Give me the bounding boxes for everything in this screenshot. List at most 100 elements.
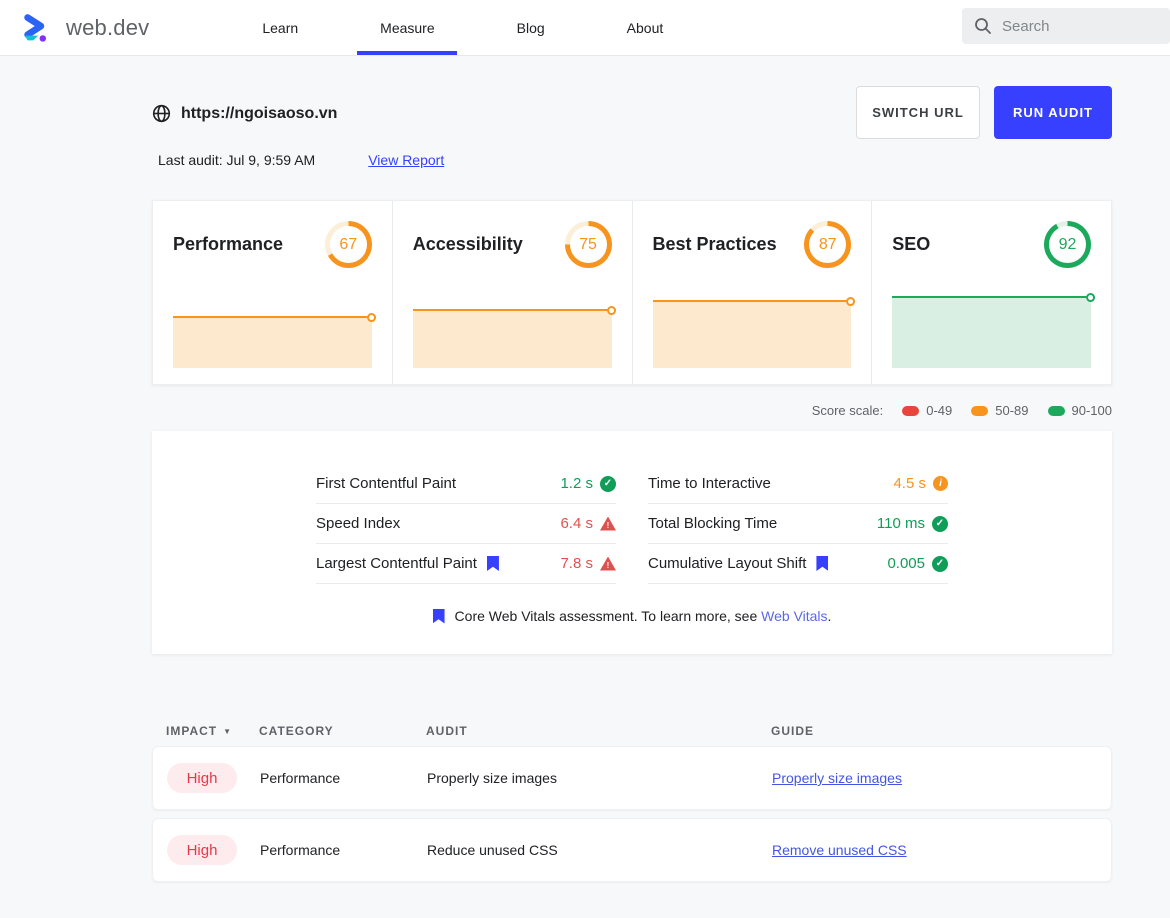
last-audit-text: Last audit: Jul 9, 9:59 AM	[158, 152, 316, 168]
nav-item-measure[interactable]: Measure	[339, 0, 475, 55]
score-value: 75	[579, 235, 597, 253]
metric-label: Total Blocking Time	[648, 515, 778, 532]
score-cards: Performance 67 Accessibility 75 Best Pra…	[152, 200, 1112, 385]
score-title: Performance	[173, 234, 284, 254]
run-audit-button[interactable]: RUN AUDIT	[994, 86, 1112, 139]
audit-category: Performance	[260, 842, 341, 858]
guide-link[interactable]: Properly size images	[772, 770, 902, 786]
metric-label: First Contentful Paint	[316, 475, 457, 492]
audit-row: High Performance Reduce unused CSS Remov…	[152, 818, 1112, 882]
metric-total-blocking-time: Total Blocking Time 110 ms ✓	[648, 504, 948, 544]
score-gauge: 67	[324, 221, 372, 268]
switch-url-button[interactable]: SWITCH URL	[856, 86, 980, 139]
score-gauge: 87	[804, 221, 852, 268]
metric-value: 7.8 s	[560, 555, 593, 572]
score-value: 67	[339, 235, 358, 253]
scale-pill-orange	[971, 405, 989, 416]
nav-item-blog[interactable]: Blog	[516, 19, 545, 36]
column-header-category: CATEGORY	[259, 724, 334, 738]
score-gauge: 92	[1044, 221, 1091, 268]
metric-label: Speed Index	[316, 515, 401, 532]
metric-label: Cumulative Layout Shift	[648, 555, 807, 572]
scale-range: 0-49	[926, 403, 953, 418]
sparkline-dot	[846, 297, 856, 307]
core-web-vitals-note: Core Web Vitals assessment. To learn mor…	[152, 608, 1112, 624]
metric-label: Time to Interactive	[648, 475, 771, 492]
warning-triangle-icon	[600, 556, 616, 571]
check-circle-icon: ✓	[600, 475, 616, 492]
view-report-link[interactable]: View Report	[368, 152, 445, 168]
score-scale-label: Score scale:	[811, 403, 884, 418]
guide-link[interactable]: Remove unused CSS	[772, 842, 907, 858]
score-card-seo: SEO 92	[872, 201, 1111, 384]
metric-value: 110 ms	[876, 515, 925, 532]
scale-pill-green	[1047, 405, 1065, 416]
score-value: 87	[818, 235, 837, 253]
nav-item-learn[interactable]: Learn	[262, 19, 299, 36]
column-header-guide: GUIDE	[771, 724, 815, 738]
metric-first-contentful-paint: First Contentful Paint 1.2 s ✓	[316, 464, 616, 504]
core-web-vital-bookmark-icon	[432, 608, 445, 624]
audit-bar: https://ngoisaoso.vn Last audit: Jul 9, …	[152, 56, 1112, 168]
metric-time-to-interactive: Time to Interactive 4.5 s i	[648, 464, 948, 504]
score-scale-legend: Score scale: 0-49 50-89 90-100	[152, 403, 1112, 418]
sparkline-dot	[1086, 293, 1096, 303]
score-sparkline	[652, 297, 856, 368]
search-icon	[975, 18, 991, 34]
brand-name: web.dev	[66, 14, 150, 40]
audit-category: Performance	[260, 770, 341, 786]
score-card-performance: Performance 67	[153, 201, 393, 384]
metric-cumulative-layout-shift: Cumulative Layout Shift 0.005 ✓	[648, 544, 948, 584]
check-circle-icon: ✓	[932, 515, 948, 532]
metric-value: 0.005	[887, 555, 925, 572]
sort-arrow-icon: ▼	[223, 726, 233, 736]
sparkline-dot	[606, 306, 616, 316]
main-nav: Learn Measure Blog About	[221, 0, 704, 55]
metric-speed-index: Speed Index 6.4 s	[316, 504, 616, 544]
metric-label: Largest Contentful Paint	[316, 555, 477, 572]
webdev-logo[interactable]: web.dev	[20, 12, 149, 44]
cwv-note-suffix: .	[827, 608, 832, 624]
metric-value: 1.2 s	[560, 475, 593, 492]
metric-largest-contentful-paint: Largest Contentful Paint 7.8 s	[316, 544, 616, 584]
core-web-vital-bookmark-icon	[486, 556, 499, 571]
core-web-vital-bookmark-icon	[816, 556, 829, 571]
search-box[interactable]	[962, 8, 1170, 44]
globe-icon	[152, 104, 171, 123]
webdev-logo-icon	[24, 13, 47, 42]
scale-range: 50-89	[995, 403, 1029, 418]
score-title: Best Practices	[652, 234, 777, 254]
scale-pill-red	[902, 405, 920, 416]
score-card-accessibility: Accessibility 75	[393, 201, 633, 384]
info-circle-icon: i	[933, 476, 948, 491]
score-title: SEO	[892, 234, 931, 254]
audit-name: Properly size images	[427, 770, 557, 786]
sparkline-dot	[366, 313, 376, 323]
column-header-impact[interactable]: IMPACT ▼	[166, 724, 233, 738]
column-header-audit: AUDIT	[426, 724, 468, 738]
nav-item-about[interactable]: About	[626, 19, 664, 36]
metrics-card: First Contentful Paint 1.2 s ✓ Speed Ind…	[152, 431, 1112, 654]
web-vitals-link[interactable]: Web Vitals	[761, 608, 828, 624]
metric-value: 4.5 s	[893, 475, 926, 492]
impact-badge: High	[167, 835, 237, 865]
search-input[interactable]	[1002, 17, 1152, 35]
check-circle-icon: ✓	[932, 555, 948, 572]
score-card-best-practices: Best Practices 87	[633, 201, 873, 384]
audit-row: High Performance Properly size images Pr…	[152, 746, 1112, 810]
score-sparkline	[892, 293, 1096, 368]
score-value: 92	[1058, 235, 1077, 253]
audited-url: https://ngoisaoso.vn	[181, 104, 338, 122]
metric-value: 6.4 s	[560, 515, 593, 532]
scale-range: 90-100	[1071, 403, 1112, 418]
warning-triangle-icon	[600, 516, 616, 531]
impact-badge: High	[167, 763, 237, 793]
score-gauge: 75	[564, 221, 612, 268]
score-sparkline	[173, 313, 376, 368]
cwv-note-text: Core Web Vitals assessment. To learn mor…	[454, 608, 758, 624]
score-sparkline	[412, 306, 616, 368]
audit-table-header: IMPACT ▼ CATEGORY AUDIT GUIDE	[152, 724, 1112, 738]
app-header: web.dev Learn Measure Blog About	[0, 0, 1170, 56]
audit-name: Reduce unused CSS	[427, 842, 558, 858]
score-title: Accessibility	[412, 234, 523, 254]
